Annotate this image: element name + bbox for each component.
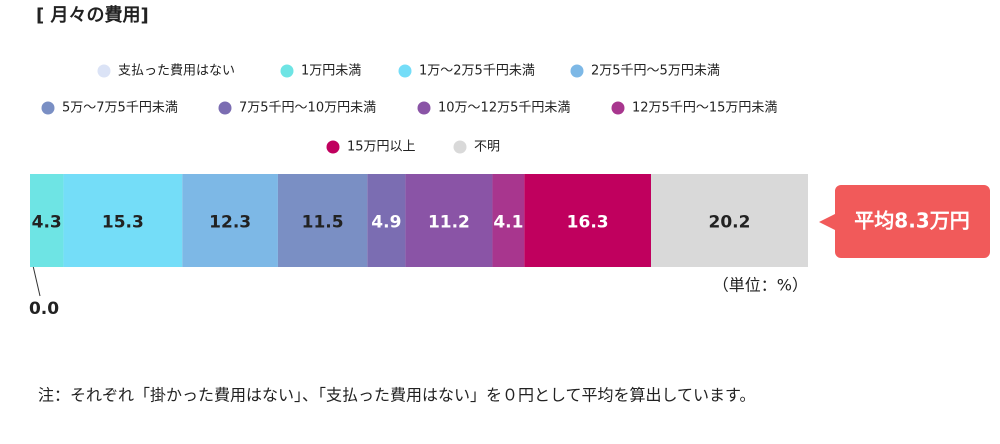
legend-label: 10万～12万5千円未満 bbox=[438, 101, 570, 116]
bar-segment bbox=[651, 174, 808, 267]
value-label: 16.3 bbox=[567, 213, 609, 233]
value-label: 0.0 bbox=[29, 299, 59, 319]
legend-label: 2万5千円～5万円未満 bbox=[591, 64, 720, 79]
note: 注：それぞれ「掛かった費用はない」、「支払った費用はない」を０円として平均を算出… bbox=[38, 386, 755, 405]
legend-label: 不明 bbox=[474, 140, 500, 155]
legend-label: 1万～2万5千円未満 bbox=[419, 64, 535, 79]
legend-swatch bbox=[41, 101, 55, 115]
legend-swatch bbox=[326, 140, 340, 154]
legend-swatch bbox=[570, 64, 584, 78]
legend-label: 1万円未満 bbox=[301, 64, 361, 79]
legend-swatch bbox=[97, 64, 111, 78]
value-label: 11.2 bbox=[428, 213, 470, 233]
value-label: 20.2 bbox=[709, 213, 751, 233]
value-label: 12.3 bbox=[209, 213, 251, 233]
value-label: 11.5 bbox=[302, 213, 344, 233]
legend-swatch bbox=[417, 101, 431, 115]
bar-segment bbox=[30, 174, 64, 267]
unit-label: （単位：%） bbox=[713, 276, 808, 295]
legend-label: 12万5千円～15万円未満 bbox=[632, 101, 777, 116]
bar-segment bbox=[182, 174, 278, 267]
callout-badge bbox=[819, 185, 990, 258]
bar-segment bbox=[492, 174, 525, 267]
legend-label: 7万5千円～10万円未満 bbox=[239, 101, 376, 116]
bar-segment bbox=[405, 174, 493, 267]
bar-segment bbox=[524, 174, 652, 267]
value-label: 4.3 bbox=[32, 213, 62, 233]
legend-swatch bbox=[218, 101, 232, 115]
bar-segment bbox=[277, 174, 368, 267]
legend-swatch bbox=[398, 64, 412, 78]
legend-label: 支払った費用はない bbox=[118, 64, 235, 79]
legend-label: 15万円以上 bbox=[347, 140, 416, 155]
legend-swatch bbox=[611, 101, 625, 115]
chart-title: [ 月々の費用] bbox=[36, 4, 149, 26]
legend-swatch bbox=[453, 140, 467, 154]
legend-label: 5万～7万5千円未満 bbox=[62, 101, 178, 116]
bar-segment bbox=[63, 174, 183, 267]
callout-text: 平均8.3万円 bbox=[854, 209, 969, 233]
legend-swatch bbox=[280, 64, 294, 78]
value-label: 4.1 bbox=[493, 213, 523, 233]
value-label: 15.3 bbox=[102, 213, 144, 233]
value-label: 4.9 bbox=[371, 213, 401, 233]
bar-segment bbox=[367, 174, 406, 267]
